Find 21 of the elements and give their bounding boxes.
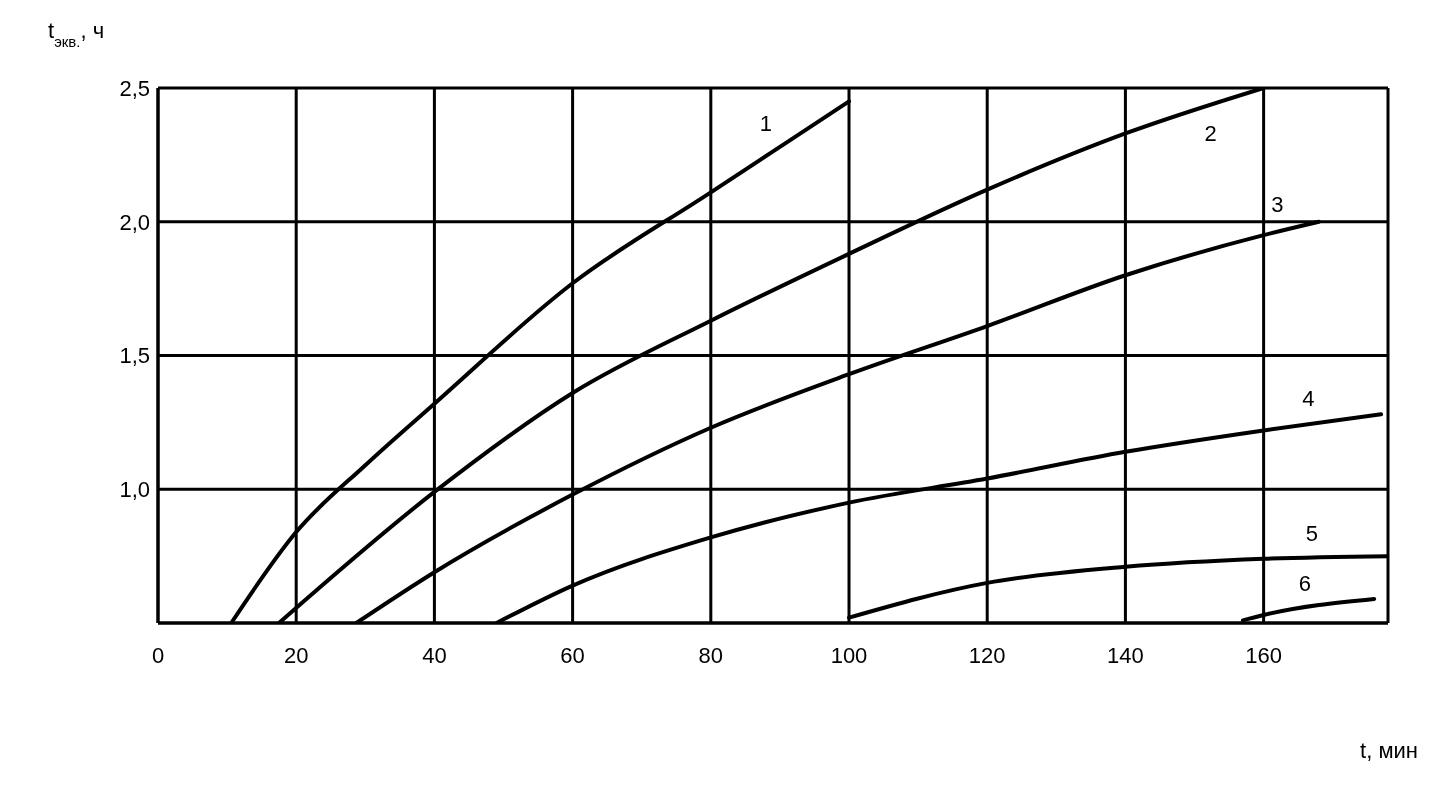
x-tick-label: 140 [1107,642,1144,668]
x-tick-label: 80 [698,642,724,668]
y-tick-label: 1,0 [119,477,150,503]
series-label: 3 [1271,192,1284,218]
series-label: 2 [1204,120,1217,146]
x-tick-label: 60 [560,642,585,668]
x-tick-label: 20 [283,642,309,668]
x-tick-label: 0 [151,642,165,668]
x-tick-label: 100 [830,642,868,668]
series-label: 5 [1305,521,1318,547]
x-axis-title: t, мин [1360,738,1418,763]
series-label: 1 [759,110,773,136]
series-label: 6 [1298,570,1312,596]
y-tick-label: 2,0 [119,209,150,235]
series-label: 4 [1302,386,1315,412]
y-axis-title: t$_{экв.}$, ч [48,18,105,50]
x-tick-label: 40 [422,642,447,668]
y-tick-label: 1,5 [119,343,150,369]
x-tick-label: 120 [968,642,1006,668]
x-tick-label: 160 [1245,642,1282,668]
y-tick-label: 2,5 [119,75,150,101]
